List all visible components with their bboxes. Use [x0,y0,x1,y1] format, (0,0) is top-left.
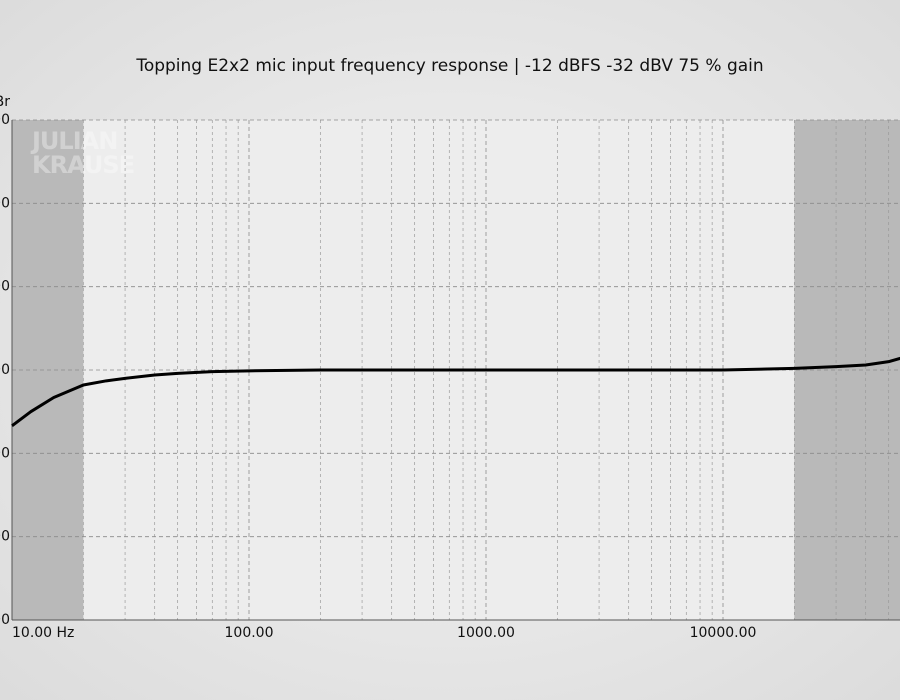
watermark-text: JULIAN [30,127,117,155]
x-tick-label: 10000.00 [690,625,757,641]
y-tick-label: 1.00 [0,279,10,295]
y-axis-label: dBr [0,94,10,110]
y-tick-label: 2.00 [0,195,10,211]
y-tick-label: -1.00 [0,445,10,461]
response-line [11,356,900,428]
y-tick-label: 0.00 [0,362,10,378]
x-tick-label: 10.00 Hz [12,625,74,641]
y-tick-label: -3.00 [0,612,10,628]
y-tick-label: -2.00 [0,529,10,545]
x-tick-label: 100.00 [225,625,274,641]
y-tick-label: 3.00 [0,112,10,128]
chart-title: Topping E2x2 mic input frequency respons… [135,56,763,76]
x-tick-label: 1000.00 [457,625,515,641]
